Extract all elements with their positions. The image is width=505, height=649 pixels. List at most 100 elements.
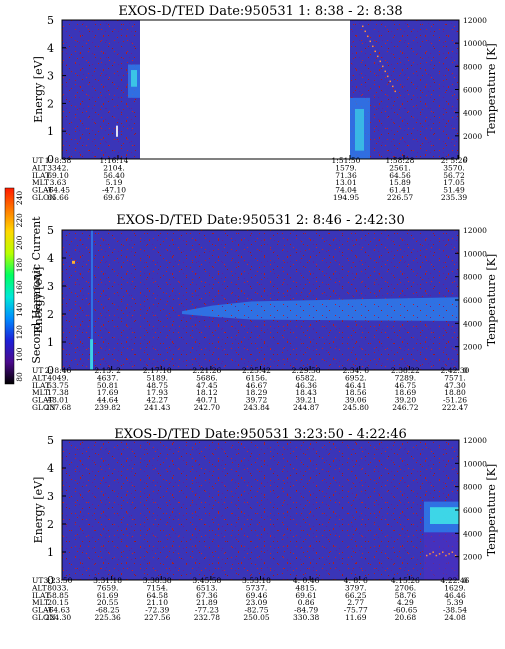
feature-dot [448,553,450,555]
table-cell: 225.36 [95,613,121,622]
table-cell: 7659. [97,583,118,592]
feature-burst-low [424,532,459,580]
table-cell: 13.01 [335,178,356,187]
y-tick-right-label: 10000 [463,459,487,468]
table-cell: 2:21:26 [192,366,221,375]
table-cell: 39.72 [246,396,268,405]
y-axis-label-right: Temperature [K] [485,464,498,556]
row-label: MLT [32,388,49,397]
table-cell: 1629. [444,583,465,592]
table-cell: 21.10 [147,598,169,607]
colorbar-tick-label: 140 [15,302,24,317]
table-cell: 50.81 [97,381,118,390]
table-cell: -75.77 [344,606,368,615]
table-cell: 3:38:38 [143,576,172,585]
table-cell: 4: 0:46 [293,576,320,585]
table-cell: 2.77 [347,598,364,607]
y-tick-label: 4 [47,42,54,55]
spectrogram-noise [62,440,459,580]
y-tick-right-label: 8000 [463,483,482,492]
table-cell: 42.27 [147,396,169,405]
table-cell: 2706. [395,583,416,592]
feature-dot [389,80,391,83]
feature-dot [372,45,374,48]
y-tick-right-label: 6000 [463,296,482,305]
table-cell: 2:29:58 [292,366,321,375]
table-cell: 39.21 [295,396,316,405]
table-cell: 18.43 [295,388,317,397]
table-cell: 7571. [444,373,465,382]
y-tick-label: 0 [47,153,54,166]
row-label: UT [32,576,43,585]
table-cell: 0.86 [298,598,315,607]
feature-dot [445,554,447,557]
table-cell: 241.43 [144,403,170,412]
feature-streak [91,230,93,370]
table-cell: -60.65 [393,606,417,615]
table-cell: 4.29 [397,598,414,607]
table-cell: 7289. [395,373,416,382]
chart-panel-1: EXOS-D/TED Date:950531 1: 8:38 - 2: 8:38… [31,4,498,202]
table-cell: 3570. [443,163,464,172]
chart-panel-3: EXOS-D/TED Date:950531 3:23:50 - 4:22:46… [31,427,498,622]
table-cell: 5.39 [447,598,464,607]
y-tick-right-label: 12000 [463,226,487,235]
table-cell: 18.12 [196,388,218,397]
feature-dot [377,55,379,58]
table-cell: -84.79 [294,606,318,615]
table-cell: 17.38 [47,388,69,397]
table-cell: 7154. [147,583,168,592]
table-cell: 21.89 [196,598,218,607]
panels: EXOS-D/TED Date:950531 1: 8:38 - 2: 8:38… [31,4,498,622]
table-cell: 48.01 [47,396,68,405]
table-cell: 69.10 [47,171,69,180]
colorbar-label: Second Harmonic Current [30,216,43,364]
table-cell: 74.04 [335,186,357,195]
colorbar-tick-label: 160 [15,280,24,295]
table-cell: 2:13: 2 [94,366,121,375]
table-cell: 235.39 [441,193,467,202]
feature-dot [364,30,366,33]
table-cell: 243.84 [243,403,269,412]
table-cell: 1579. [335,163,356,172]
row-label: UT [32,156,43,165]
table-cell: 227.56 [144,613,170,622]
table-cell: 2:42:30 [441,366,470,375]
table-cell: -68.25 [96,606,120,615]
row-label: GLAT [32,396,53,405]
table-cell: 245.80 [343,403,369,412]
table-cell: 2: 8:46 [45,366,72,375]
table-cell: 244.87 [293,403,319,412]
table-cell: 250.05 [243,613,269,622]
table-cell: 5.19 [106,178,123,187]
table-cell: 3:23:50 [44,576,73,585]
table-cell: 48.75 [147,381,169,390]
y-tick-label: 0 [47,364,54,377]
feature-dot [387,75,389,78]
feature-dot [429,553,431,555]
feature-burst-core [355,108,364,151]
table-cell: 3797. [345,583,366,592]
y-tick-right-label: 12000 [463,16,487,25]
row-label: GLAT [32,606,53,615]
table-cell: 2:38:22 [391,366,420,375]
table-cell: 5737. [246,583,267,592]
y-tick-label: 3 [47,70,54,83]
table-cell: 18.80 [444,388,466,397]
table-cell: 20.68 [395,613,417,622]
y-tick-label: 3 [47,280,54,293]
table-cell: 6582. [295,373,316,382]
feature-dot [442,551,444,553]
y-tick-right-label: 4000 [463,319,482,328]
y-tick-right-label: 2000 [463,132,482,141]
table-cell: 2561. [389,163,410,172]
table-cell: 6952. [345,373,366,382]
y-tick-right-label: 0 [463,366,468,375]
colorbar-tick-label: 180 [15,258,24,273]
y-axis-label-right: Temperature [K] [485,43,498,135]
table-cell: 4:22:46 [441,576,470,585]
feature-dot [362,25,364,28]
table-cell: -64.63 [46,606,70,615]
table-cell: 4049. [47,373,68,382]
chart-title: EXOS-D/TED Date:950531 2: 8:46 - 2:42:30 [116,213,404,228]
